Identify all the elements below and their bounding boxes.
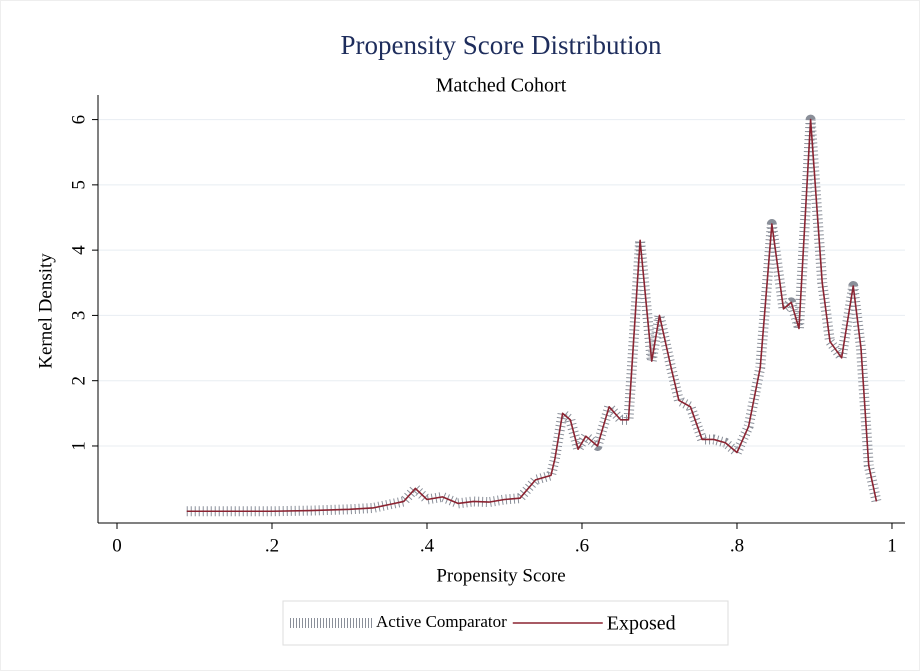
x-tick-label: .2 xyxy=(265,535,279,556)
y-axis-label: Kernel Density xyxy=(35,253,56,369)
x-tick-label: .8 xyxy=(730,535,744,556)
y-tick-label: 5 xyxy=(68,180,89,190)
y-tick-label: 1 xyxy=(68,441,89,451)
series-line xyxy=(186,118,878,513)
chart-subtitle: Matched Cohort xyxy=(436,75,567,97)
chart-title: Propensity Score Distribution xyxy=(341,30,662,60)
legend-label: Exposed xyxy=(607,613,676,635)
x-tick-label: .4 xyxy=(420,535,435,556)
y-tick-label: 4 xyxy=(68,245,89,255)
y-tick-label: 2 xyxy=(68,376,89,386)
legend-box xyxy=(282,600,729,646)
legend-label: Active Comparator xyxy=(376,612,507,631)
x-axis-label: Propensity Score xyxy=(436,565,565,586)
y-tick-label: 6 xyxy=(68,115,89,125)
x-tick-label: .6 xyxy=(575,535,589,556)
y-tick-label: 3 xyxy=(68,311,89,321)
x-tick-label: 1 xyxy=(887,535,897,556)
x-tick-label: 0 xyxy=(112,535,122,556)
